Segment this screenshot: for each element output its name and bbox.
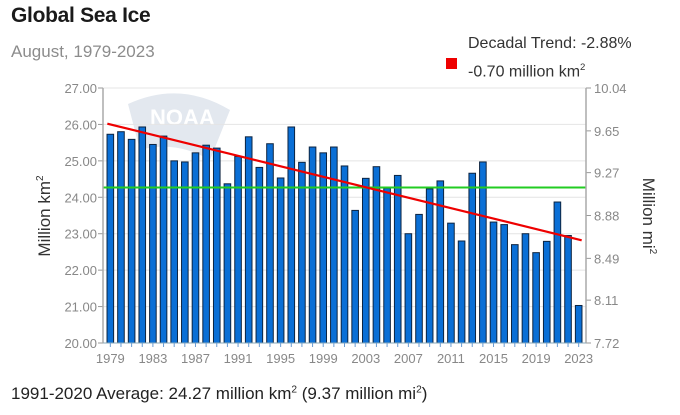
chart-subtitle: August, 1979-2023: [11, 42, 155, 61]
footnote-sup-a: 2: [291, 384, 298, 396]
bar-2004: [372, 166, 381, 344]
y-tick-label-left: 21.00: [64, 300, 97, 315]
bar-2007: [404, 233, 413, 344]
bar-1998: [308, 146, 317, 344]
x-tick-label: 2023: [564, 351, 593, 366]
bar-2000: [330, 146, 338, 344]
y-tick-label-right: 9.65: [594, 124, 619, 139]
bar-1997: [298, 161, 306, 344]
bar-2022: [564, 235, 572, 344]
y-axis-label-left-text: Million km: [35, 181, 54, 257]
bar-2012: [457, 240, 466, 344]
y-tick-label-left: 20.00: [64, 336, 97, 351]
bar-2013: [468, 172, 477, 344]
y-axis-label-left-sup: 2: [35, 175, 46, 181]
bar-2014: [479, 161, 487, 344]
bar-2002: [351, 209, 359, 344]
bar-2023: [574, 304, 583, 344]
bar-2009: [425, 188, 434, 344]
chart-title: Global Sea Ice: [11, 4, 151, 27]
y-tick-label-left: 24.00: [64, 190, 97, 205]
bar-2019: [532, 252, 540, 344]
noaa-watermark-text: NOAA: [150, 105, 215, 130]
y-tick-label-left: 22.00: [64, 263, 97, 278]
footnote-part-a: 1991-2020 Average: 24.27 million km: [11, 384, 292, 403]
bar-1982: [138, 126, 147, 344]
y-tick-label-left: 26.00: [64, 117, 97, 132]
bar-1993: [255, 166, 264, 344]
y-tick-label-right: 8.88: [594, 209, 619, 224]
bar-1990: [223, 183, 232, 344]
bar-1992: [244, 136, 253, 344]
bar-1983: [149, 143, 157, 344]
y-tick-label-right: 8.49: [594, 251, 619, 266]
footnote-part-b: (9.37 million mi: [297, 384, 417, 403]
y-axis-label-right: Million mi2: [639, 178, 658, 255]
legend-trend-value-text: -0.70 million km: [468, 63, 581, 81]
y-tick-label-left: 23.00: [64, 227, 97, 242]
legend-trend-percent: Decadal Trend: -2.88%: [468, 35, 632, 52]
trend-line: [107, 122, 582, 242]
y-tick-label-right: 8.11: [594, 293, 618, 308]
bar-2017: [511, 244, 519, 344]
legend-trend-value: -0.70 million km2: [468, 56, 632, 84]
legend-trend-value-sup: 2: [580, 62, 586, 73]
average-footnote: 1991-2020 Average: 24.27 million km2 (9.…: [11, 384, 427, 404]
noaa-watermark: NOAA: [128, 93, 230, 160]
bar-2021: [553, 201, 562, 344]
bar-2005: [383, 187, 391, 344]
bar-1994: [266, 143, 274, 344]
y-tick-label-right: 9.27: [594, 166, 619, 181]
y-axis-label-right-sup: 2: [647, 249, 658, 255]
bar-1984: [159, 135, 168, 344]
bar-1981: [127, 138, 136, 344]
chart: NOAA 20.00 21.00 22.00 23.00 24.00 25.00 26.00…: [35, 81, 658, 366]
footnote-sup-b: 2: [416, 384, 422, 396]
bar-2003: [361, 177, 370, 344]
bar-1991: [234, 155, 242, 344]
y-tick-label-right: 10.04: [594, 81, 627, 96]
bars: [106, 126, 583, 344]
x-tick-label: 2011: [437, 351, 465, 366]
x-tick-label: 2015: [479, 351, 508, 366]
legend-swatch-trend: [446, 58, 457, 69]
bar-2020: [542, 240, 551, 344]
bar-2008: [415, 213, 423, 344]
y-tick-label-left: 25.00: [64, 154, 97, 169]
x-tick-label: 2007: [394, 351, 423, 366]
x-tick-label: 1991: [224, 351, 253, 366]
bar-1996: [287, 126, 296, 344]
bar-2018: [521, 233, 530, 344]
bar-1980: [117, 131, 125, 344]
footnote-part-c: ): [421, 384, 428, 403]
bar-2006: [393, 174, 402, 344]
x-tick-label: 2003: [351, 351, 380, 366]
y-axis-label-left: Million km2: [35, 175, 54, 257]
y-tick-label-right: 7.72: [594, 336, 619, 351]
x-tick-label: 1995: [266, 351, 295, 366]
axes: 20.00 21.00 22.00 23.00 24.00 25.00 26.00 27.00…: [64, 81, 626, 366]
y-axis-label-right-text: Million mi: [639, 178, 658, 249]
x-tick-label: 1983: [138, 351, 167, 366]
x-tick-label: 1987: [181, 351, 210, 366]
bar-1988: [202, 144, 210, 344]
bar-1987: [191, 152, 200, 344]
bar-1995: [276, 177, 285, 344]
bar-2015: [489, 221, 498, 344]
x-tick-label: 1979: [96, 351, 125, 366]
bar-1979: [106, 133, 115, 344]
x-tick-label: 2019: [522, 351, 551, 366]
legend: Decadal Trend: -2.88% -0.70 million km2: [446, 32, 632, 84]
bar-1986: [181, 161, 189, 344]
bar-2016: [500, 224, 508, 344]
overlay-lines: [103, 122, 586, 242]
bar-1989: [212, 147, 221, 344]
y-tick-label-left: 27.00: [64, 81, 97, 96]
bar-2011: [447, 222, 455, 344]
x-tick-label: 1999: [309, 351, 338, 366]
bar-2001: [340, 165, 349, 344]
bar-1999: [319, 152, 328, 344]
